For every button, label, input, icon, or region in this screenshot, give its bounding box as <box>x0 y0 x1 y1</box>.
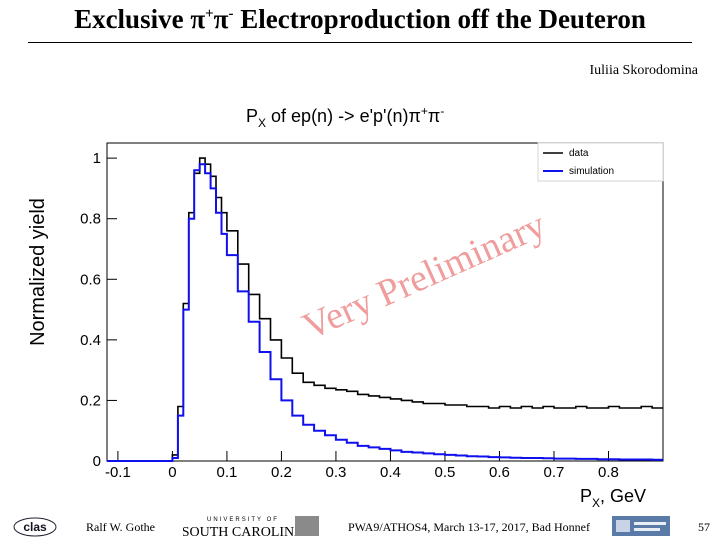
clas-logo-text: clas <box>23 520 47 534</box>
clas-logo: clas <box>13 517 57 537</box>
x-tick-label: 0.5 <box>435 464 456 481</box>
chart-title: PX of ep(n) -> e'p'(n)π+π- <box>246 104 444 130</box>
legend: data simulation <box>537 142 664 182</box>
x-tick-label: 0.1 <box>216 464 237 481</box>
x-axis-label: PX, GeV <box>580 486 646 510</box>
legend-simulation-label: simulation <box>569 166 614 177</box>
x-tick-label: 0.7 <box>544 464 565 481</box>
sc-logo-small-text: UNIVERSITY OF <box>207 517 279 523</box>
south-carolina-logo: UNIVERSITY OF SOUTH CAROLINA <box>183 516 319 539</box>
legend-data-label: data <box>569 148 589 159</box>
series-group <box>107 157 663 462</box>
y-tick-label: 0.8 <box>80 211 101 228</box>
footer: clas Ralf W. Gothe UNIVERSITY OF SOUTH C… <box>0 510 720 540</box>
y-axis-label: Normalized yield <box>27 198 49 346</box>
conference-logo <box>612 516 670 536</box>
sc-logo-big-text: SOUTH CAROLINA <box>183 525 305 539</box>
x-tick-label: 0.8 <box>598 464 619 481</box>
series-simulation-line <box>107 163 663 462</box>
chart: PX of ep(n) -> e'p'(n)π+π- Very Prelimin… <box>27 104 664 510</box>
watermark: Very Preliminary <box>297 204 552 348</box>
series-data-line <box>107 157 663 462</box>
x-tick-label: 0.4 <box>380 464 401 481</box>
page-number: 57 <box>698 520 710 534</box>
x-tick-label: 0.2 <box>271 464 292 481</box>
y-tick-label: 0.4 <box>80 332 101 349</box>
y-tick-label: 1 <box>93 150 101 167</box>
slide-title: Exclusive π+π- Electroproduction off the… <box>74 4 646 34</box>
y-tick-label: 0 <box>93 453 101 470</box>
title-underline <box>28 42 692 43</box>
y-tick-label: 0.2 <box>80 392 101 409</box>
y-axis: 0 0.2 0.4 0.6 0.8 1 <box>80 150 117 470</box>
x-tick-label: 0.6 <box>489 464 510 481</box>
x-tick-label: 0 <box>168 464 176 481</box>
y-tick-label: 0.6 <box>80 271 101 288</box>
author-name: Iuliia Skorodomina <box>589 63 699 78</box>
plot-frame <box>106 142 664 462</box>
x-tick-label: 0.3 <box>326 464 347 481</box>
conference-info: PWA9/ATHOS4, March 13-17, 2017, Bad Honn… <box>348 520 590 534</box>
presenter-name: Ralf W. Gothe <box>86 520 155 534</box>
x-tick-label: -0.1 <box>105 464 131 481</box>
x-axis: -0.1 0 0.1 0.2 0.3 0.4 0.5 0.6 0.7 0.8 <box>105 451 619 481</box>
